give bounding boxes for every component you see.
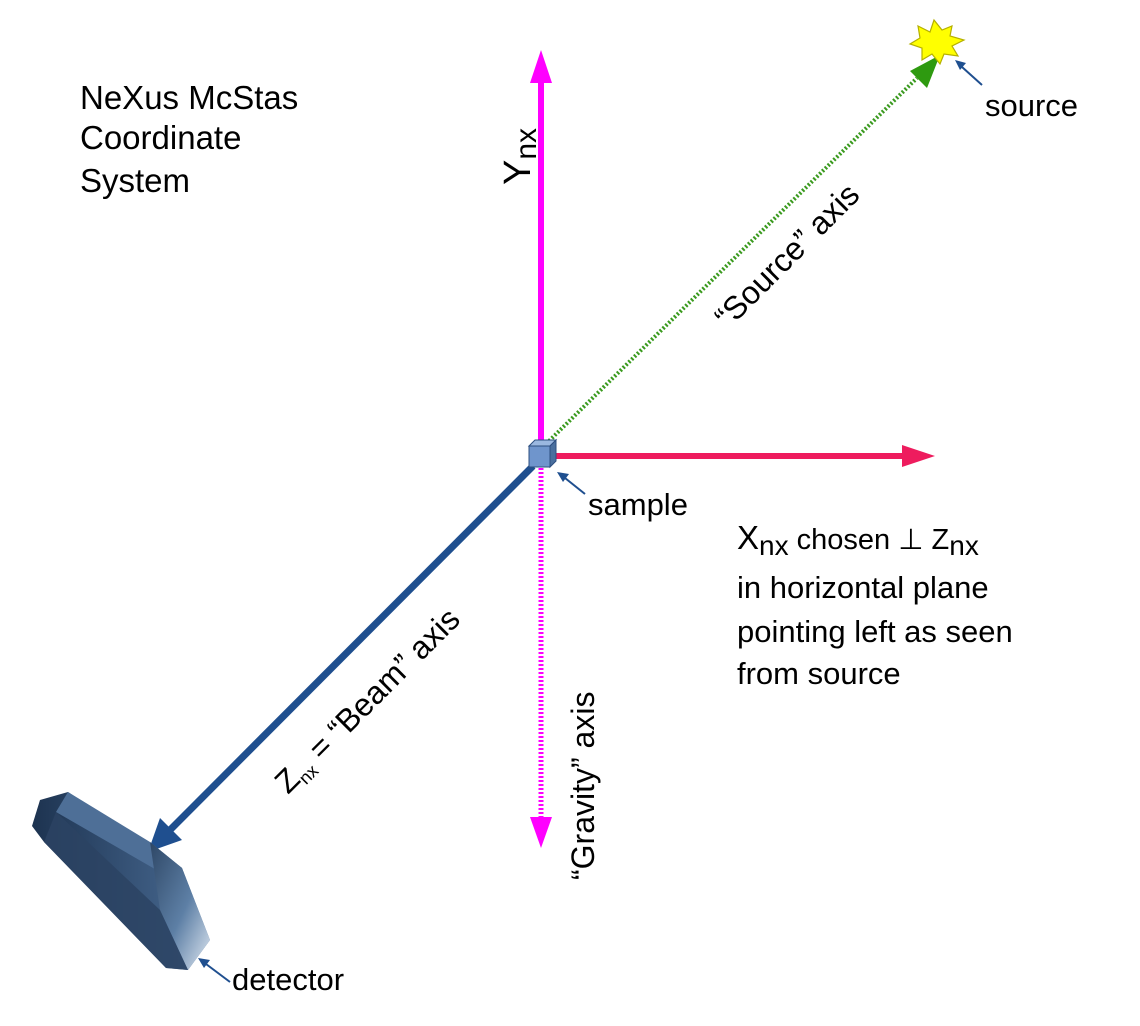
x-note-line-1: Xnx chosen ⊥ Znx — [737, 519, 979, 561]
title-line-1: NeXus McStas — [80, 79, 298, 116]
y-axis-arrowhead — [530, 50, 552, 83]
source-axis-label: “Source” axis — [707, 176, 866, 335]
source-pointer — [962, 67, 982, 85]
beam-axis-line — [168, 466, 533, 832]
source-label: source — [985, 88, 1078, 123]
source-burst-icon — [910, 20, 964, 64]
diagram-title: NeXus McStas Coordinate System — [80, 79, 307, 199]
x-note-line-3: pointing left as seen — [737, 614, 1013, 649]
sample-label: sample — [588, 487, 688, 522]
detector-label: detector — [232, 962, 344, 997]
source-axis-line — [549, 78, 917, 441]
source-axis-arrowhead — [910, 55, 940, 88]
gravity-axis-arrowhead — [530, 817, 552, 848]
y-axis-label: Ynx — [497, 128, 543, 185]
title-line-3: System — [80, 162, 190, 199]
gravity-axis-label: “Gravity” axis — [565, 692, 601, 880]
title-line-2: Coordinate — [80, 119, 241, 156]
sample-cube-icon — [529, 440, 556, 467]
x-note-line-2: in horizontal plane — [737, 570, 989, 605]
x-note-line-4: from source — [737, 656, 901, 691]
x-axis-note: Xnx chosen ⊥ Znx in horizontal plane poi… — [737, 519, 1013, 691]
sample-pointer — [565, 478, 585, 494]
x-axis-arrowhead — [902, 445, 935, 467]
detector-pointer — [206, 964, 230, 982]
